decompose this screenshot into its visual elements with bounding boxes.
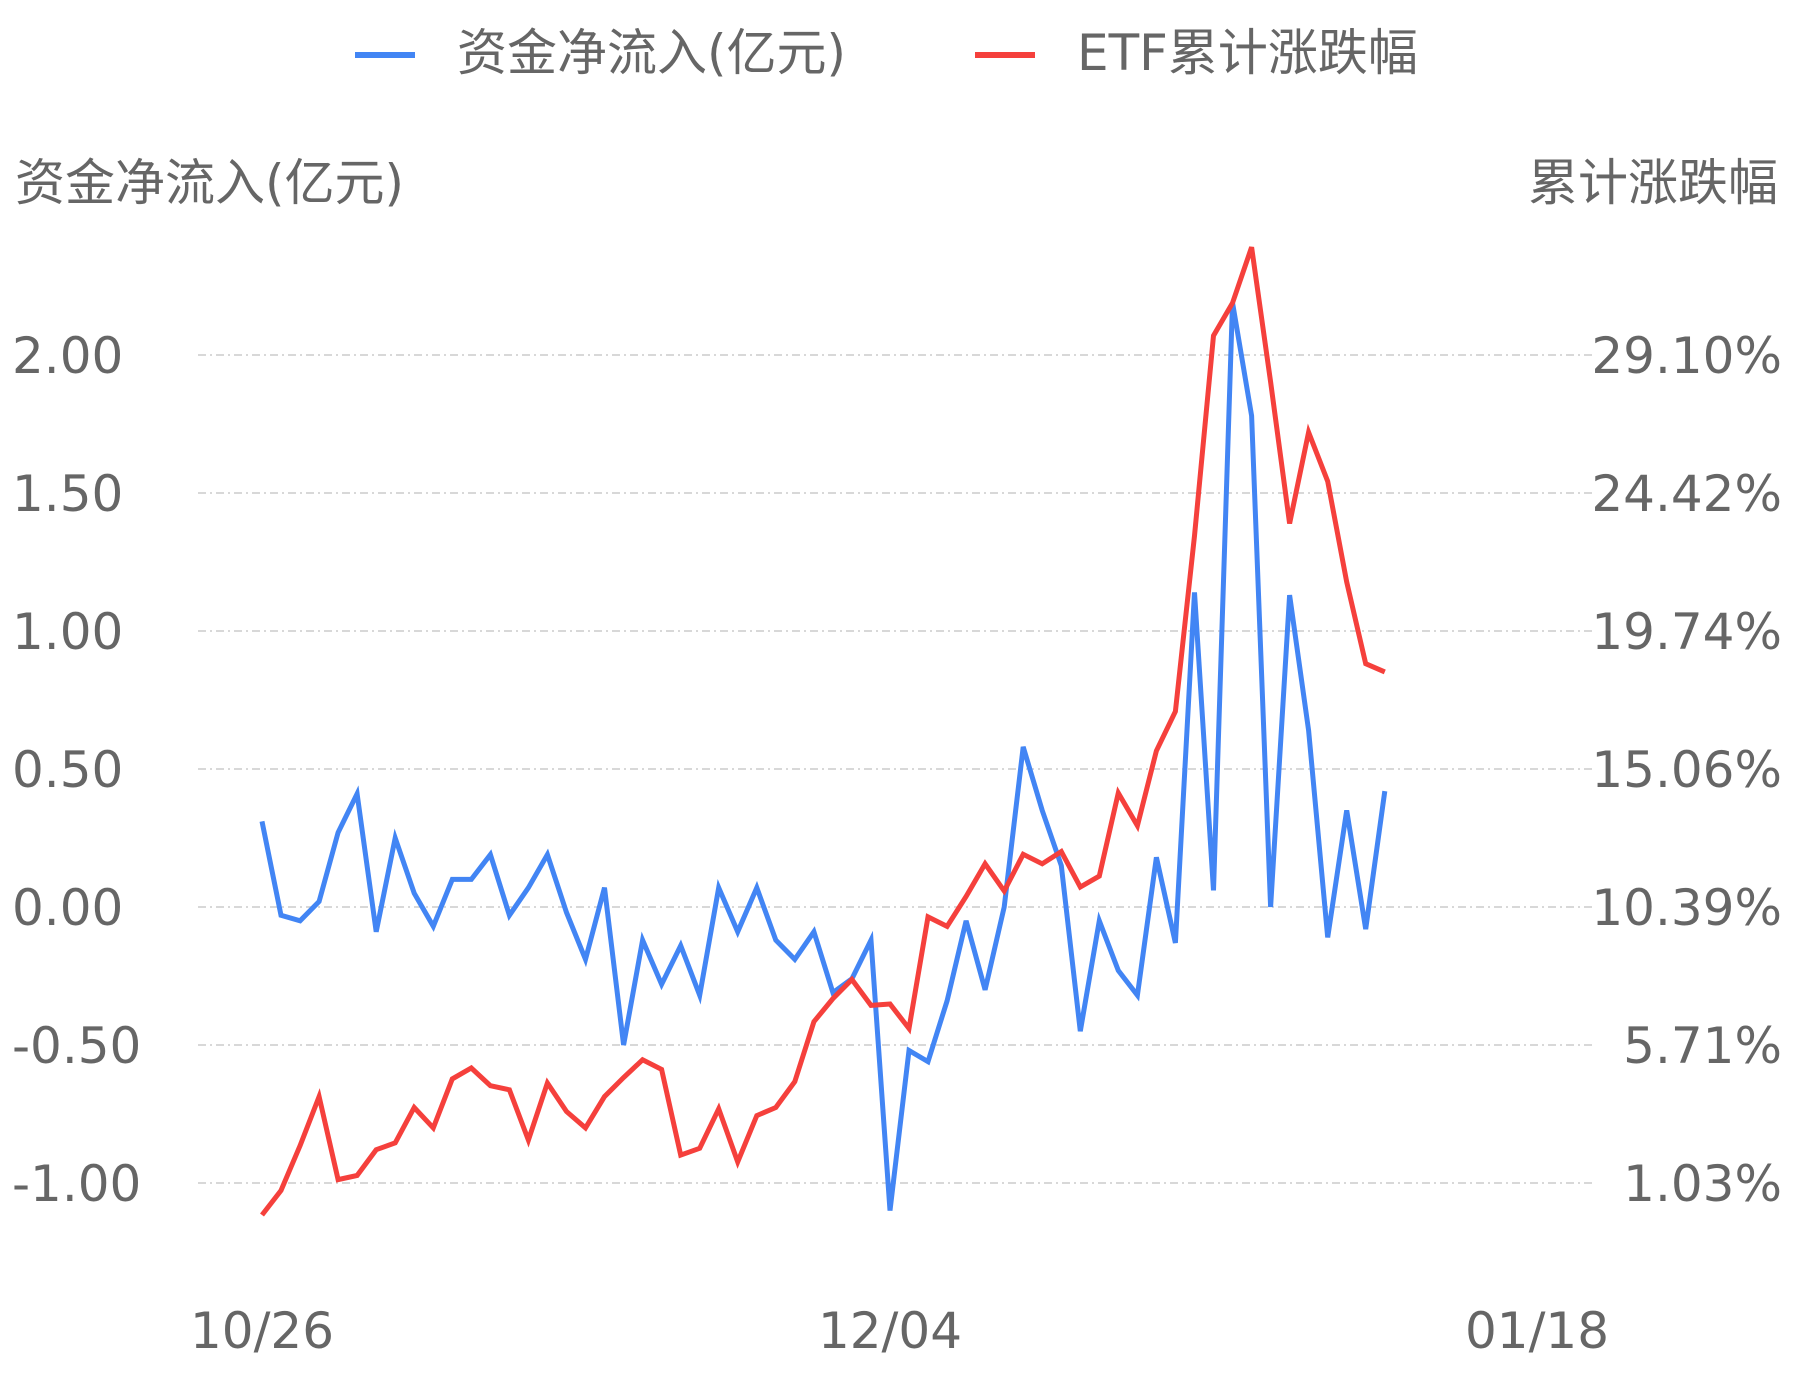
left-tick-label: 0.00 <box>12 879 123 937</box>
left-tick-label: 1.50 <box>12 465 123 523</box>
left-tick-label: 0.50 <box>12 741 123 799</box>
x-tick-label: 01/18 <box>1465 1302 1609 1360</box>
gridlines <box>198 354 1596 1184</box>
left-tick-label: -0.50 <box>12 1017 141 1075</box>
right-tick-label: 5.71% <box>1623 1017 1782 1075</box>
series-line-return <box>260 246 1386 1217</box>
legend-label-return: ETF累计涨跌幅 <box>1077 24 1418 82</box>
left-axis-title: 资金净流入(亿元) <box>15 154 404 212</box>
x-tick-label: 12/04 <box>818 1302 962 1360</box>
right-tick-label: 19.74% <box>1591 603 1782 661</box>
right-axis-title: 累计涨跌幅 <box>1528 154 1778 212</box>
right-tick-label: 1.03% <box>1623 1155 1782 1213</box>
legend-label-flow: 资金净流入(亿元) <box>457 24 846 82</box>
legend: 资金净流入(亿元) ETF累计涨跌幅 <box>355 24 1418 82</box>
x-tick-labels: 10/26 12/04 01/18 <box>190 1302 1609 1360</box>
series-line-flow <box>259 302 1388 1211</box>
x-tick-label: 10/26 <box>190 1302 334 1360</box>
left-tick-label: 1.00 <box>12 603 123 661</box>
right-tick-label: 29.10% <box>1591 327 1782 385</box>
right-tick-label: 15.06% <box>1591 741 1782 799</box>
series-lines <box>259 246 1388 1217</box>
right-tick-label: 10.39% <box>1591 879 1782 937</box>
left-tick-labels: 2.00 1.50 1.00 0.50 0.00 -0.50 -1.00 <box>12 327 141 1213</box>
left-tick-label: -1.00 <box>12 1155 141 1213</box>
right-tick-label: 24.42% <box>1591 465 1782 523</box>
left-tick-label: 2.00 <box>12 327 123 385</box>
right-tick-labels: 29.10% 24.42% 19.74% 15.06% 10.39% 5.71% 1.03% <box>1591 327 1782 1213</box>
